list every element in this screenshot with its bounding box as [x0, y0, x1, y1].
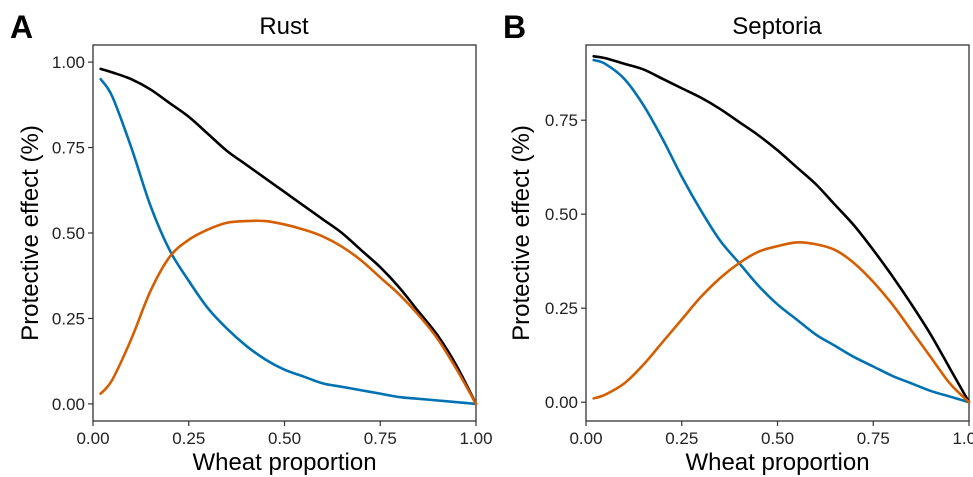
series-line-3 — [592, 241, 971, 404]
series-line-2 — [592, 58, 971, 404]
x-axis-title: Wheat proportion — [192, 449, 376, 476]
x-axis-title: Wheat proportion — [685, 449, 869, 476]
panel-letter: A — [10, 9, 33, 45]
x-tick-label: 1.00 — [952, 429, 973, 448]
panel-septoria: B Septoria 0.00 0.25 0.50 0.75 1.00 0.00 0.25 0.5… — [503, 9, 973, 476]
y-tick-label: 0.00 — [545, 393, 578, 412]
series-line-1 — [99, 67, 478, 406]
x-tick-label: 0.00 — [76, 429, 109, 448]
panel-rust: A Rust 0.00 0.25 0.50 0.75 1.00 0.00 0.25 0.50 0.7… — [10, 9, 493, 476]
x-tick-label: 0.50 — [268, 429, 301, 448]
y-tick-label: 0.75 — [52, 139, 85, 158]
y-tick-label: 1.00 — [52, 53, 85, 72]
x-tick-label: 0.25 — [665, 429, 698, 448]
y-tick-label: 0.25 — [545, 299, 578, 318]
y-tick-label: 0.25 — [52, 309, 85, 328]
panel-title: Septoria — [732, 13, 822, 40]
x-tick-label: 0.25 — [172, 429, 205, 448]
series-line-1 — [592, 54, 971, 404]
plot-frame — [92, 44, 477, 422]
y-axis-title: Protective effect (%) — [508, 125, 535, 341]
x-tick-label: 0.75 — [857, 429, 890, 448]
y-axis-title: Protective effect (%) — [17, 125, 44, 341]
y-tick-label: 0.00 — [52, 395, 85, 414]
panel-title: Rust — [259, 13, 309, 40]
series-line-3 — [99, 219, 478, 406]
y-tick-label: 0.50 — [52, 224, 85, 243]
y-tick-label: 0.50 — [545, 205, 578, 224]
panel-letter: B — [503, 9, 526, 45]
series-line-2 — [99, 77, 478, 406]
x-tick-label: 0.00 — [569, 429, 602, 448]
x-tick-label: 0.50 — [761, 429, 794, 448]
y-tick-label: 0.75 — [545, 111, 578, 130]
x-tick-label: 1.00 — [459, 429, 492, 448]
x-tick-label: 0.75 — [364, 429, 397, 448]
